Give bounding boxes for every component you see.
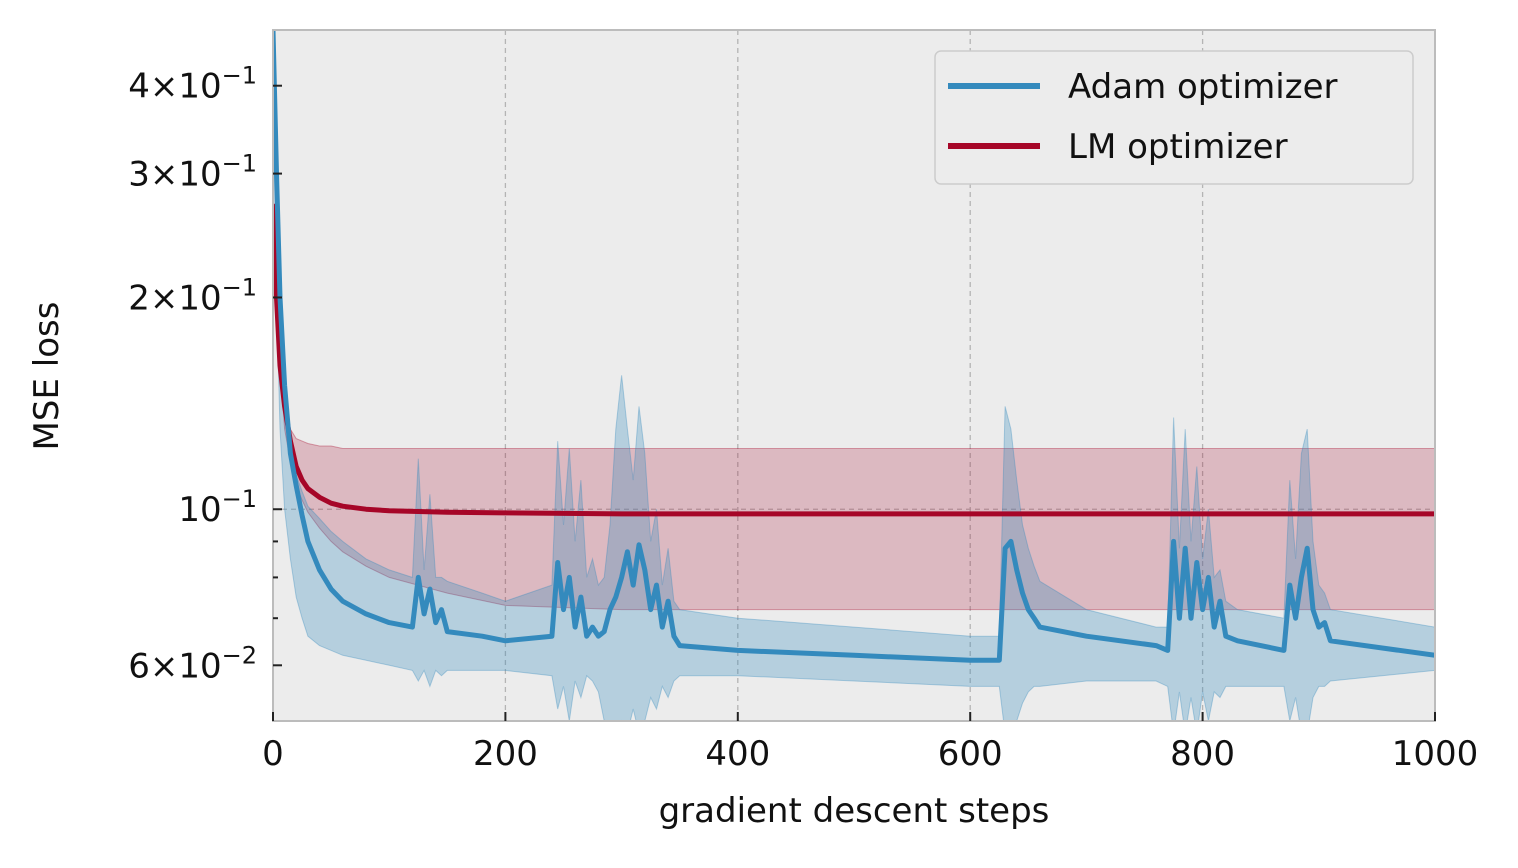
legend: Adam optimizer LM optimizer	[934, 50, 1414, 185]
legend-box	[934, 50, 1414, 185]
x-axis: 0 200 400 600 800 1000	[262, 712, 1478, 774]
y-axis-label: MSE loss	[27, 302, 67, 451]
x-tick-label: 400	[705, 734, 770, 774]
y-tick-label: 10−1	[178, 485, 257, 530]
y-axis: 6×10−2 10−1 2×10−1 3×10−1 4×10−1	[128, 62, 282, 686]
band-layer	[273, 30, 1435, 721]
adam-series-line	[273, 30, 1435, 663]
adam-confidence-band	[273, 30, 1435, 721]
y-tick-label: 2×10−1	[128, 273, 257, 318]
y-tick-label: 3×10−1	[128, 150, 257, 195]
x-tick-label: 200	[473, 734, 538, 774]
legend-label-adam: Adam optimizer	[1068, 67, 1337, 107]
x-tick-label: 0	[262, 734, 284, 774]
y-tick-label: 4×10−1	[128, 62, 257, 107]
x-tick-label: 800	[1170, 734, 1235, 774]
line-layer	[273, 30, 1435, 663]
x-tick-label: 600	[938, 734, 1003, 774]
grid-layer	[273, 30, 1435, 721]
plot-frame	[272, 29, 1436, 722]
lm-confidence-band	[273, 205, 1435, 611]
y-tick-label: 6×10−2	[128, 641, 257, 686]
legend-label-lm: LM optimizer	[1068, 127, 1288, 167]
x-tick-label: 1000	[1392, 734, 1479, 774]
x-axis-label: gradient descent steps	[659, 791, 1050, 831]
